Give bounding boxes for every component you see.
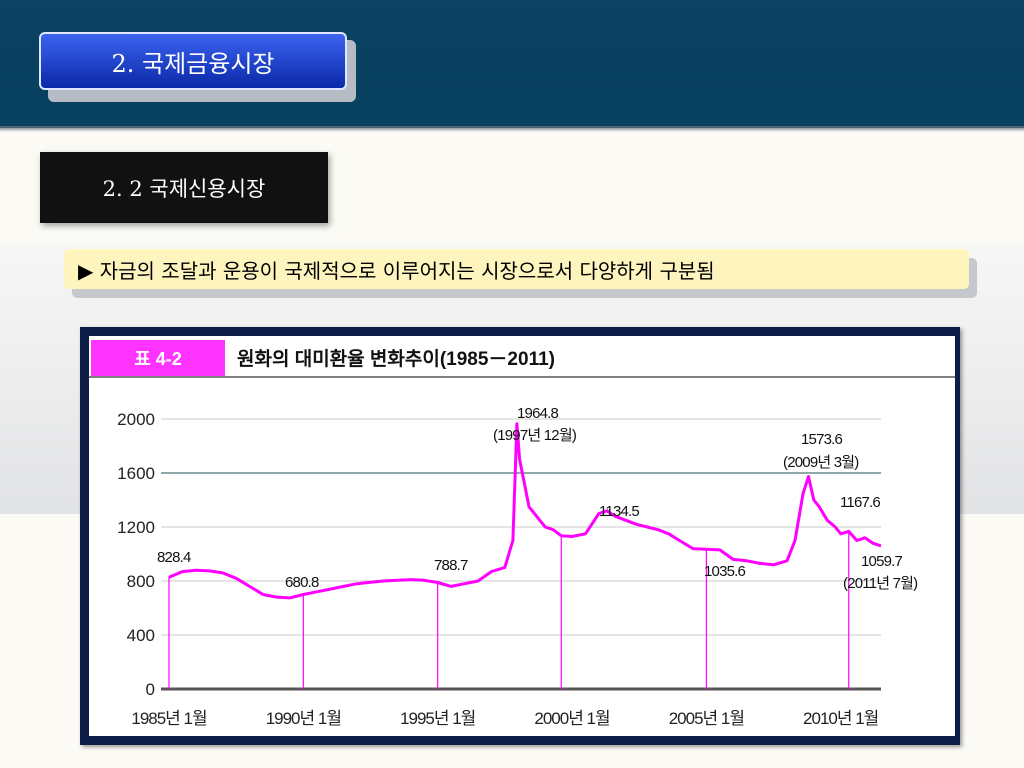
y-tick-label: 1600 (117, 464, 155, 483)
data-label: 788.7 (434, 557, 468, 574)
section-subtitle: 2. 2 국제신용시장 (40, 152, 328, 223)
x-tick-label: 1985년 1월 (131, 709, 206, 728)
data-label: 1134.5 (599, 503, 639, 520)
y-tick-label: 2000 (117, 410, 155, 429)
x-tick-label: 1995년 1월 (400, 709, 475, 728)
chart-tag-bg (91, 340, 225, 376)
data-label: 680.8 (285, 574, 319, 591)
y-tick-label: 1200 (117, 518, 155, 537)
x-tick-label: 1990년 1월 (266, 709, 341, 728)
chart-tag: 표 4-2 (134, 349, 182, 369)
exchange-rate-chart: 표 4-2 원화의 대미환율 변화추이(1985－2011) 0 400 800 12… (89, 340, 955, 728)
data-label: (1997년 12월) (493, 427, 577, 444)
chart-title: 원화의 대미환율 변화추이(1985－2011) (237, 348, 555, 370)
data-label: (2011년 7월) (843, 575, 918, 592)
data-label: 1964.8 (517, 405, 559, 422)
data-label: 1035.6 (704, 563, 746, 580)
x-tick-label: 2010년 1월 (803, 709, 878, 728)
header-band-shadow (0, 126, 1024, 132)
page-title: 2. 국제금융시장 (39, 32, 347, 90)
data-label: 1167.6 (840, 494, 880, 511)
y-tick-label: 0 (146, 680, 155, 699)
y-tick-label: 800 (127, 572, 155, 591)
description-bar: ▶ 자금의 조달과 운용이 국제적으로 이루어지는 시장으로서 다양하게 구분됨 (64, 249, 969, 289)
y-tick-label: 400 (127, 626, 155, 645)
chart-panel: 표 4-2 원화의 대미환율 변화추이(1985－2011) 0 400 800 12… (89, 336, 955, 736)
x-tick-label: 2000년 1월 (534, 709, 609, 728)
series-line (168, 422, 882, 600)
data-label: 1059.7 (861, 553, 903, 570)
data-label: 1573.6 (801, 431, 843, 448)
x-tick-label: 2005년 1월 (669, 709, 744, 728)
data-label: 828.4 (157, 549, 191, 566)
data-label: (2009년 3월) (783, 454, 859, 471)
